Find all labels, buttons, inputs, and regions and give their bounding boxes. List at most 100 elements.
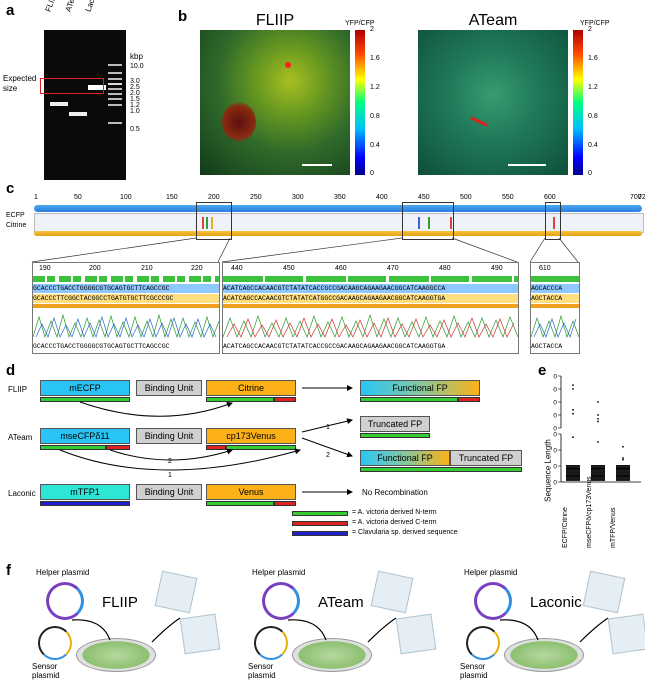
zoom-box-2	[402, 202, 454, 240]
ruler-tick: 700	[630, 194, 642, 201]
arrow-number: 2	[326, 452, 330, 459]
zoom-ruler: 610	[531, 265, 579, 275]
helper-plasmid-icon	[474, 582, 512, 620]
legend-cterm-label: = A. victoria derived C-term	[352, 519, 437, 526]
zoom-tick: 460	[335, 265, 347, 272]
y-tick-label: 200	[553, 387, 557, 394]
outlier-point	[572, 436, 574, 439]
gel-lane-label: ATeam	[63, 0, 81, 13]
panel-e-label: e	[538, 362, 547, 379]
nterm-bar	[360, 433, 430, 438]
gel-unit: kbp	[130, 52, 143, 61]
cterm-bar	[206, 445, 226, 450]
ladder-label: 1.5	[130, 96, 140, 103]
ladder-band	[108, 104, 122, 106]
venus-box: Venus	[206, 484, 296, 500]
ruler-tick: 100	[120, 194, 132, 201]
track-label-citrine: Citrine	[6, 222, 27, 229]
panel-b-label: b	[178, 8, 188, 25]
mismatch-mark	[206, 217, 208, 229]
colorbar-tick: 1.6	[370, 55, 380, 62]
zoom-panel-3: 610 AGCACCCA AGCTACCA AGCTACCA	[530, 262, 580, 354]
zoom-tick: 440	[231, 265, 243, 272]
outlier-point	[597, 420, 599, 423]
colorbar-tick: 2	[588, 26, 592, 33]
zoom-tick: 470	[387, 265, 399, 272]
workflow-step: Helper plasmid Laconic Sensor plasmid	[460, 568, 645, 683]
zoom-connectors	[31, 237, 579, 263]
ruler-tick: 600	[544, 194, 556, 201]
nterm-bar	[206, 397, 274, 402]
workflow-step: Helper plasmid ATeam Sensor plasmid	[248, 568, 438, 683]
zoom-tick: 210	[141, 265, 153, 272]
x-category-label: mTFP/Venus	[610, 507, 617, 548]
row-label-ateam: ATeam	[8, 433, 33, 442]
zoom-tick: 190	[39, 265, 51, 272]
row-label-laconic: Laconic	[8, 489, 36, 498]
workflow-step: Helper plasmid FLIIP Sensor plasmid	[32, 568, 222, 683]
cell-spot	[285, 62, 291, 68]
outlier-point	[597, 414, 599, 416]
zoom-box-3	[545, 202, 561, 240]
cterm-bar	[458, 397, 480, 402]
gel-image	[44, 30, 126, 180]
ladder-band	[108, 72, 122, 74]
zoom-ruler: 190 200 210 220	[33, 265, 219, 275]
gel-band-ateam	[69, 112, 87, 116]
zoom-tick: 450	[283, 265, 295, 272]
cell-cube-icon	[154, 570, 198, 614]
truncated-fp-box: Truncated FP	[360, 416, 430, 432]
ruler-tick: 550	[502, 194, 514, 201]
zoom-tick: 610	[539, 265, 551, 272]
flow-arrows	[72, 617, 181, 643]
mecfp-box: mECFP	[40, 380, 130, 396]
ladder-band	[108, 83, 122, 85]
culture-dish-icon	[504, 638, 584, 672]
sequence-ecfp: GCACCCTGACCTGGGGCGTGCAGTGCTTCAGCCGC	[33, 284, 219, 293]
functional-fp-box: Functional FP	[360, 450, 450, 466]
citrine-bar	[34, 231, 642, 236]
gel-lane-label: Laconic	[84, 0, 102, 13]
x-category-label: ECFP/Citrine	[562, 507, 569, 548]
ruler-tick: 450	[418, 194, 430, 201]
culture-dish-icon	[292, 638, 372, 672]
colorbar-tick: 0.8	[370, 113, 380, 120]
arrow-number: 1	[326, 424, 330, 431]
cell-cube-icon	[582, 570, 626, 614]
sensor-name: ATeam	[318, 594, 364, 611]
identity-bar	[223, 276, 518, 282]
mismatch-mark	[202, 217, 204, 229]
scale-bar	[302, 164, 332, 166]
sequence-ecfp: ACATCAGCCACAACGTCTATATCACCGCCGACAAGCAGAA…	[223, 284, 518, 293]
ateam-colorbar	[573, 30, 583, 175]
sequence-citrine: AGCTACCA	[531, 294, 579, 303]
outlier-point	[597, 441, 599, 443]
zoom-tick: 480	[439, 265, 451, 272]
sensor-plasmid-icon	[38, 626, 72, 660]
ladder-label: 0.5	[130, 126, 140, 133]
mismatch-mark	[428, 217, 430, 229]
legend-clavularia-swatch	[292, 531, 348, 536]
legend-nterm-label: = A. victoria derived N-term	[352, 509, 437, 516]
binding-unit-box: Binding Unit	[136, 484, 202, 500]
colorbar-tick: 2	[370, 26, 374, 33]
y-tick-label: 250	[553, 374, 557, 381]
chromatogram	[33, 313, 219, 339]
ladder-band	[108, 78, 122, 80]
fliip-image	[200, 30, 350, 175]
gel-band-fliip	[50, 102, 68, 106]
legend-cterm-swatch	[292, 521, 348, 526]
legend-clavularia-label: = Clavularia sp. derived sequence	[352, 529, 458, 536]
ladder-label: 3.0	[130, 78, 140, 85]
flow-arrows	[500, 617, 609, 643]
nterm-bar	[206, 501, 274, 506]
panel-d-label: d	[6, 362, 16, 379]
ladder-band	[108, 98, 122, 100]
citrine-box: Citrine	[206, 380, 296, 396]
sequence-citrine: ACATCAGCCACAACGTCTATATCATGGCCGACAAGCAGAA…	[223, 294, 518, 303]
cell-cube-icon	[370, 570, 414, 614]
helper-plasmid-icon	[46, 582, 84, 620]
flow-arrows	[288, 617, 397, 643]
ladder-label: 1.2	[130, 102, 140, 109]
zoom-box-1	[196, 202, 232, 240]
